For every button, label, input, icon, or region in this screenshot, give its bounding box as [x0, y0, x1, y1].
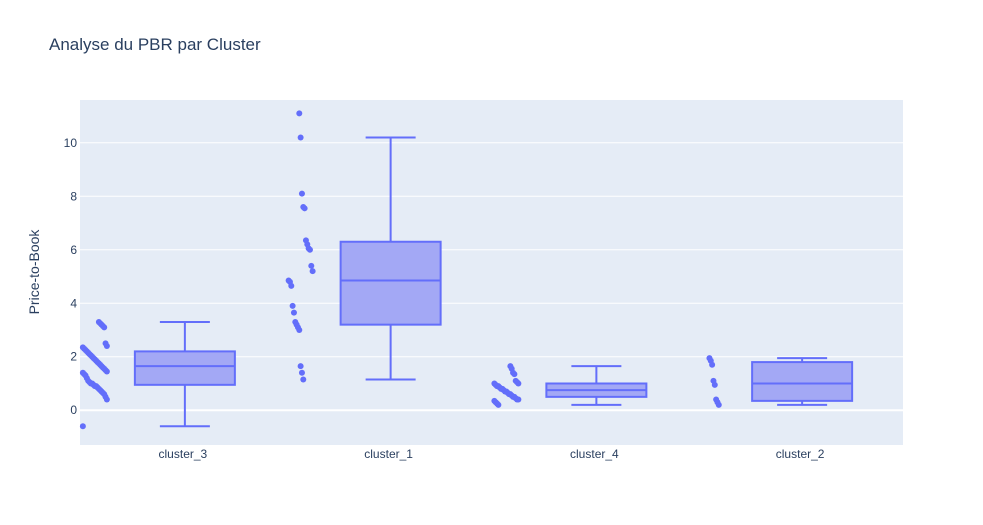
data-point	[713, 396, 720, 403]
x-tick-label: cluster_1	[364, 447, 413, 461]
data-point	[297, 363, 304, 370]
data-point	[302, 237, 309, 244]
box-cluster_1	[339, 136, 442, 381]
chart-title: Analyse du PBR par Cluster	[49, 35, 261, 54]
x-tick-labels: cluster_3 cluster_1 cluster_4 cluster_2	[159, 447, 825, 461]
data-point	[102, 340, 109, 347]
data-point	[512, 377, 519, 384]
data-point	[300, 376, 307, 383]
data-point	[298, 190, 305, 197]
y-tick-label: 10	[64, 136, 78, 150]
iqr-box	[751, 361, 854, 402]
data-point	[710, 377, 717, 384]
box-cluster_4	[545, 365, 648, 406]
data-point	[292, 318, 299, 325]
data-point	[491, 380, 498, 387]
data-point	[706, 355, 713, 362]
data-points	[79, 110, 722, 430]
data-point	[491, 397, 498, 404]
data-point	[79, 423, 86, 430]
y-tick-label: 4	[70, 296, 77, 310]
box-cluster_3	[133, 320, 236, 428]
data-point	[507, 363, 514, 370]
y-tick-label: 2	[70, 350, 77, 364]
y-tick-label: 6	[70, 243, 77, 257]
data-point	[79, 344, 86, 351]
boxes	[133, 136, 854, 428]
data-point	[79, 369, 86, 376]
y-tick-label: 8	[70, 189, 77, 203]
iqr-box	[133, 350, 236, 386]
y-tick-labels: 0 2 4 6 8 10	[64, 136, 78, 417]
y-tick-label: 0	[70, 403, 77, 417]
data-point	[290, 309, 297, 316]
data-point	[95, 318, 102, 325]
box-cluster_2	[751, 357, 854, 406]
data-point	[298, 369, 305, 376]
x-tick-label: cluster_3	[159, 447, 208, 461]
x-tick-label: cluster_4	[570, 447, 619, 461]
y-axis-label: Price-to-Book	[26, 229, 42, 315]
iqr-box	[339, 240, 442, 326]
data-point	[308, 262, 315, 269]
x-tick-label: cluster_2	[776, 447, 825, 461]
data-point	[300, 203, 307, 210]
data-point	[296, 110, 303, 117]
data-point	[285, 277, 292, 284]
data-point	[309, 268, 316, 275]
data-point	[297, 134, 304, 141]
data-point	[289, 302, 296, 309]
